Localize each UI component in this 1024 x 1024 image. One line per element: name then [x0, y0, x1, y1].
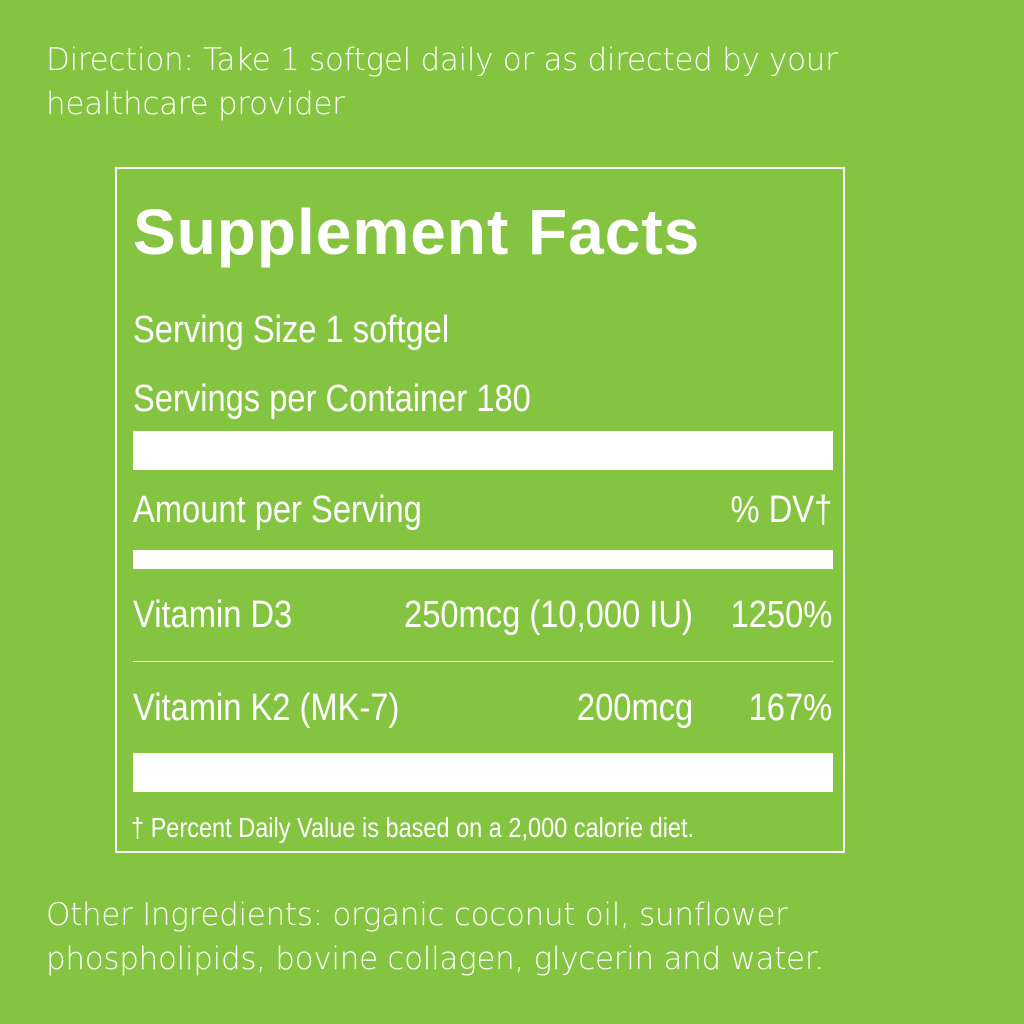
amount-per-serving-header: Amount per Serving: [133, 489, 422, 531]
dv-header: % DV†: [730, 489, 832, 531]
nutrient-name: Vitamin D3: [133, 594, 293, 636]
hairline-divider: [133, 661, 833, 662]
nutrient-dv: 1250%: [730, 594, 832, 636]
other-ingredients-line-1: Other Ingredients: organic coconut oil, …: [46, 897, 788, 933]
servings-per-container: Servings per Container 180: [133, 378, 531, 420]
nutrient-dv: 167%: [748, 687, 832, 729]
direction-line-1: Direction: Take 1 softgel daily or as di…: [46, 42, 838, 78]
facts-title: Supplement Facts: [133, 196, 701, 268]
other-ingredients-line-2: phospholipids, bovine collagen, glycerin…: [46, 941, 824, 977]
nutrient-name: Vitamin K2 (MK-7): [133, 687, 400, 729]
thick-divider: [133, 431, 833, 470]
nutrient-amount: 250mcg (10,000 IU): [404, 594, 693, 636]
direction-line-2: healthcare provider: [46, 86, 345, 122]
thick-divider: [133, 753, 833, 792]
medium-divider: [133, 550, 833, 569]
supplement-facts-panel: [115, 167, 845, 853]
serving-size: Serving Size 1 softgel: [133, 309, 450, 351]
footnote: † Percent Daily Value is based on a 2,00…: [131, 812, 695, 843]
nutrient-amount: 200mcg: [576, 687, 693, 729]
